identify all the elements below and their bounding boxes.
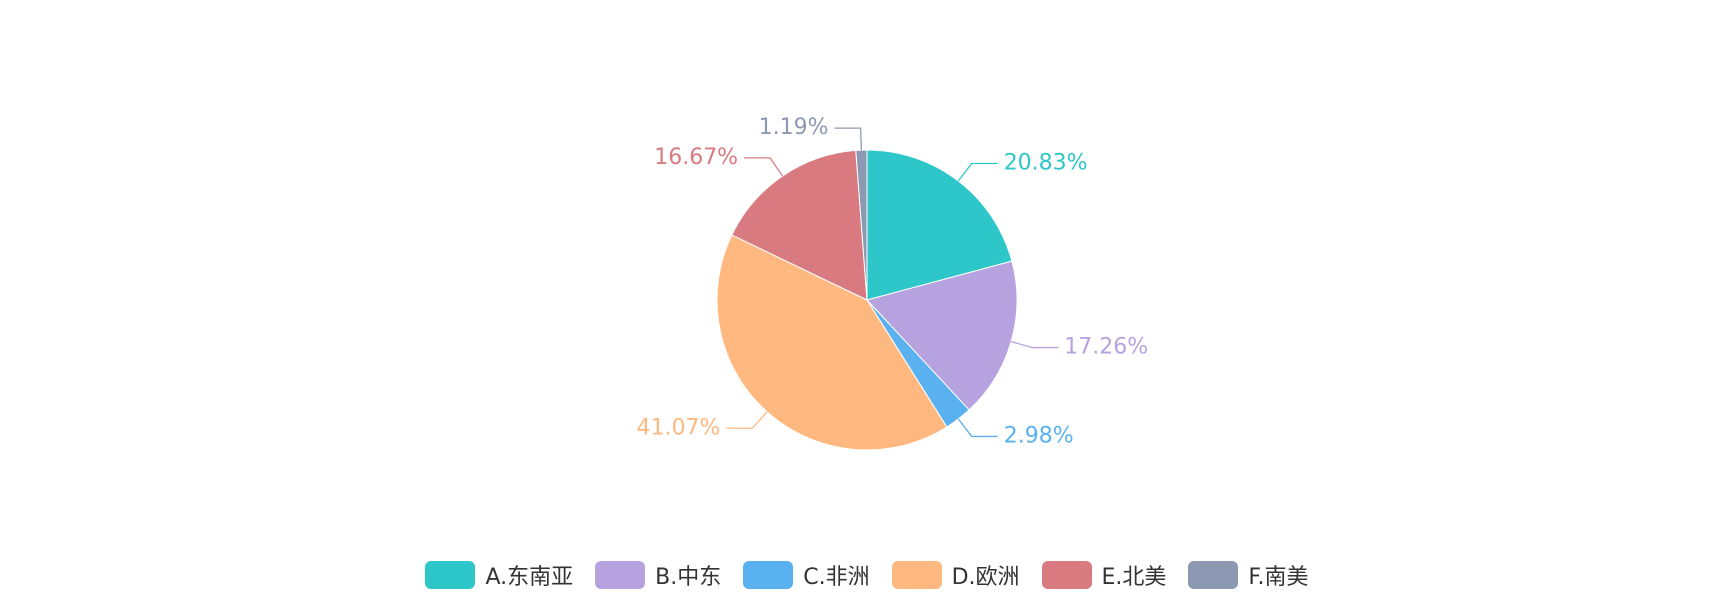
slice-percent-label: 17.26%	[1064, 335, 1148, 360]
slice-percent-label: 41.07%	[637, 415, 721, 440]
legend-item-e[interactable]: E.北美	[1041, 559, 1167, 591]
legend-item-b[interactable]: B.中东	[595, 559, 721, 591]
legend-label: E.北美	[1101, 565, 1167, 590]
legend-swatch	[743, 561, 794, 589]
legend-label: B.中东	[655, 565, 722, 590]
legend-item-d[interactable]: D.欧洲	[891, 559, 1020, 591]
legend-label: F.南美	[1248, 565, 1309, 590]
slice-percent-label: 20.83%	[1004, 151, 1088, 176]
legend-item-a[interactable]: A.东南亚	[425, 559, 573, 591]
legend: A.东南亚 B.中东 C.非洲 D.欧洲 E.北美 F.南美	[0, 555, 1734, 595]
legend-label: D.欧洲	[951, 565, 1020, 590]
pie-slice[interactable]	[731, 149, 868, 301]
slice-percent-label: 16.67%	[654, 145, 738, 170]
label-leader-line	[744, 157, 784, 177]
label-leader-line	[726, 411, 768, 429]
legend-swatch	[1188, 561, 1239, 589]
pie-slice[interactable]	[866, 260, 1018, 411]
legend-swatch	[1041, 561, 1092, 589]
pie-labels: 20.83% 17.26% 2.98% 41.07% 16.67% 1.19%	[637, 115, 1149, 448]
legend-swatch	[425, 561, 476, 589]
legend-swatch	[891, 561, 942, 589]
label-leader-line	[957, 418, 998, 438]
legend-label: C.非洲	[803, 565, 870, 590]
pie-slices	[716, 149, 1018, 451]
slice-percent-label: 2.98%	[1004, 423, 1074, 448]
legend-item-c[interactable]: C.非洲	[743, 559, 870, 591]
legend-swatch	[595, 561, 646, 589]
slice-percent-label: 1.19%	[759, 115, 829, 140]
pie-slice[interactable]	[866, 149, 1013, 301]
legend-item-f[interactable]: F.南美	[1188, 559, 1309, 591]
pie-slice[interactable]	[716, 234, 948, 451]
label-leader-line	[1010, 340, 1059, 349]
legend-label: A.东南亚	[485, 565, 574, 590]
label-leader-line	[834, 127, 863, 151]
label-leader-line	[957, 162, 998, 182]
